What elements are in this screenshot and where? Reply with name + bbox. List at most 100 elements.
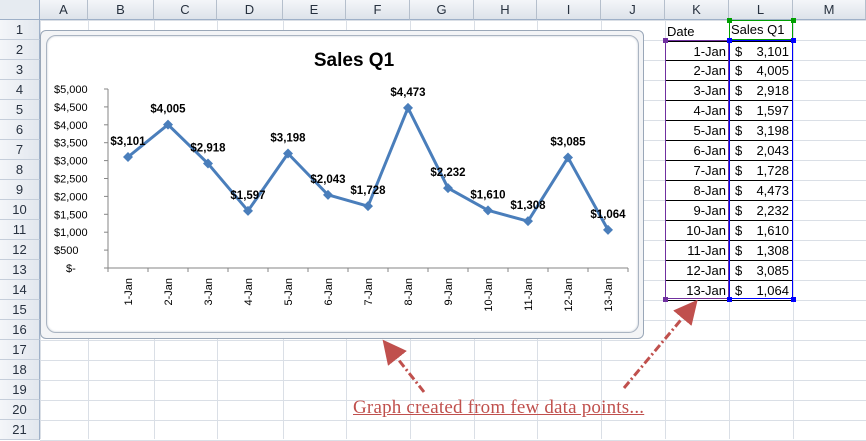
chart-title: Sales Q1 [314, 50, 395, 71]
column-header-c[interactable]: C [154, 0, 217, 20]
range-resize-handle[interactable] [791, 297, 796, 302]
gridline-horizontal [40, 360, 866, 361]
column-header-d[interactable]: D [217, 0, 283, 20]
annotation-caption: Graph created from few data points... [353, 397, 645, 418]
row-header-11[interactable]: 11 [0, 220, 40, 240]
row-header-7[interactable]: 7 [0, 140, 40, 160]
column-header-e[interactable]: E [283, 0, 346, 20]
column-header-b[interactable]: B [88, 0, 154, 20]
data-point-marker [523, 216, 533, 227]
sales-cell[interactable]: 3,198 [756, 123, 789, 138]
gridline-horizontal [40, 20, 866, 21]
data-label: $4,005 [150, 104, 186, 116]
sales-cell[interactable]: 1,064 [756, 283, 789, 298]
table-row[interactable]: 12-Jan $3,085 [665, 261, 793, 281]
row-header-10[interactable]: 10 [0, 200, 40, 220]
y-tick-label: $3,000 [54, 156, 88, 168]
series-name-highlight [729, 20, 793, 40]
row-header-8[interactable]: 8 [0, 160, 40, 180]
sales-cell[interactable]: 3,101 [756, 44, 789, 59]
currency-symbol: $ [735, 123, 743, 138]
sales-cell[interactable]: 1,597 [756, 103, 789, 118]
range-resize-handle[interactable] [727, 297, 732, 302]
sales-cell[interactable]: 4,473 [756, 183, 789, 198]
row-header-2[interactable]: 2 [0, 40, 40, 60]
data-point-marker [163, 119, 173, 130]
column-header-a[interactable]: A [40, 0, 88, 20]
data-point-marker [483, 205, 493, 216]
currency-symbol: $ [735, 183, 743, 198]
data-point-marker [203, 158, 213, 169]
chart-area[interactable] [46, 35, 639, 333]
row-header-1[interactable]: 1 [0, 20, 40, 40]
currency-symbol: $ [735, 223, 743, 238]
range-resize-handle[interactable] [791, 38, 796, 43]
data-label: $1,308 [510, 200, 546, 212]
sales-cell[interactable]: 4,005 [756, 63, 789, 78]
x-tick-label: 10-Jan [483, 278, 495, 312]
row-header-15[interactable]: 15 [0, 300, 40, 320]
row-header-5[interactable]: 5 [0, 100, 40, 120]
row-header-12[interactable]: 12 [0, 240, 40, 260]
data-label: $2,043 [310, 174, 345, 186]
arrow-to-table [622, 299, 698, 389]
row-header-13[interactable]: 13 [0, 260, 40, 280]
data-label: $1,728 [350, 185, 386, 197]
column-header-h[interactable]: H [474, 0, 537, 20]
row-header-18[interactable]: 18 [0, 360, 40, 380]
row-header-17[interactable]: 17 [0, 340, 40, 360]
row-header-19[interactable]: 19 [0, 380, 40, 400]
column-header-f[interactable]: F [346, 0, 410, 20]
x-tick-label: 13-Jan [603, 278, 615, 312]
row-header-16[interactable]: 16 [0, 320, 40, 340]
row-header-3[interactable]: 3 [0, 60, 40, 80]
y-tick-label: $500 [54, 245, 78, 257]
gridline-horizontal [40, 380, 866, 381]
sales-cell[interactable]: 3,085 [756, 263, 789, 278]
sales-cell[interactable]: 1,610 [756, 223, 789, 238]
column-header-k[interactable]: K [665, 0, 729, 20]
column-header-j[interactable]: J [601, 0, 665, 20]
currency-symbol: $ [735, 63, 743, 78]
y-tick-label: $5,000 [54, 84, 88, 96]
range-resize-handle[interactable] [791, 18, 796, 23]
sales-cell[interactable]: 2,918 [756, 83, 789, 98]
currency-symbol: $ [735, 83, 743, 98]
table-header-sales[interactable]: Sales Q1 [731, 22, 785, 37]
y-tick-label: $2,500 [54, 174, 88, 186]
x-tick-label: 12-Jan [563, 278, 575, 312]
data-label: $3,085 [550, 137, 586, 149]
x-tick-label: 1-Jan [123, 278, 135, 306]
table-header-date[interactable]: Date [667, 24, 695, 39]
sales-cell[interactable]: 2,043 [756, 143, 789, 158]
sales-cell[interactable]: 2,232 [756, 203, 789, 218]
sales-cell[interactable]: 1,728 [756, 163, 789, 178]
row-header-14[interactable]: 14 [0, 280, 40, 300]
column-header-i[interactable]: I [537, 0, 601, 20]
row-header-4[interactable]: 4 [0, 80, 40, 100]
x-tick-label: 9-Jan [443, 278, 455, 306]
select-all-corner[interactable] [0, 0, 40, 20]
row-header-21[interactable]: 21 [0, 420, 40, 440]
y-tick-label: $- [66, 263, 76, 275]
row-header-20[interactable]: 20 [0, 400, 40, 420]
data-point-marker [403, 102, 413, 113]
row-header-9[interactable]: 9 [0, 180, 40, 200]
x-tick-label: 4-Jan [243, 278, 255, 306]
range-resize-handle[interactable] [663, 38, 668, 43]
gridline-vertical [793, 20, 794, 439]
column-header-g[interactable]: G [410, 0, 474, 20]
sales-cell[interactable]: 1,308 [756, 243, 789, 258]
range-resize-handle[interactable] [727, 18, 732, 23]
column-header-l[interactable]: L [729, 0, 793, 20]
data-label: $1,610 [470, 189, 505, 201]
range-resize-handle[interactable] [727, 38, 732, 43]
data-label: $1,064 [590, 209, 626, 221]
data-label: $2,918 [190, 143, 226, 155]
currency-symbol: $ [735, 203, 743, 218]
range-resize-handle[interactable] [663, 297, 668, 302]
data-label: $3,101 [110, 136, 146, 148]
row-header-6[interactable]: 6 [0, 120, 40, 140]
y-tick-label: $1,500 [54, 209, 88, 221]
